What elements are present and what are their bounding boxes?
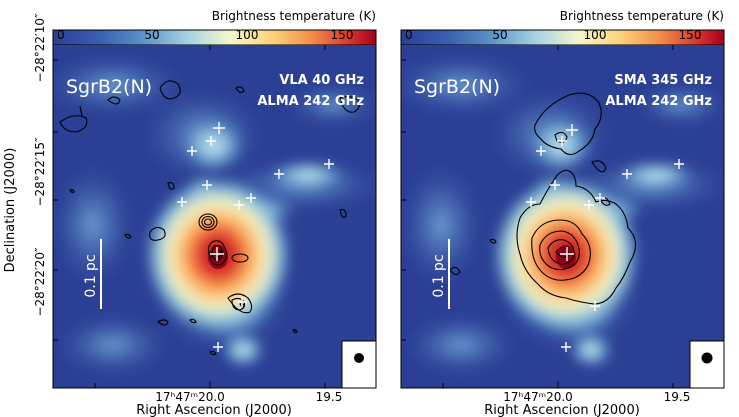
colorbar-label-left: Brightness temperature (K) [212,9,376,23]
scale-label-right: 0.1 pc [431,254,447,297]
colorbar-tick-right-1: 50 [492,28,507,42]
colorbar-tick-left-0: 0 [57,28,65,42]
obs-line1-left: VLA 40 GHz [279,73,364,88]
x-axis-label-left: Right Ascencion (J2000) [136,403,292,417]
tick-marks-right [401,45,674,388]
x-axis-label-right: Right Ascencion (J2000) [484,403,640,417]
source-label-right: SgrB2(N) [414,76,500,98]
colorbar-tick-right-3: 150 [679,28,702,42]
obs-line2-left: ALMA 242 GHz [257,94,364,109]
obs-line2-right: ALMA 242 GHz [605,94,712,109]
colorbar-label-right: Brightness temperature (K) [560,9,724,23]
scale-label-left: 0.1 pc [83,254,99,297]
source-markers-left [177,122,334,352]
colorbar-right [400,29,725,46]
colorbar-tick-right-0: 0 [405,28,413,42]
x-tick-main-left: 17ʰ47ᵐ20.0 [155,390,225,404]
colorbar-tick-right-2: 100 [584,28,607,42]
x-tick-right-right: 19.5 [664,390,691,404]
y-tick-label-2: −28°22′20″ [33,247,47,317]
left-panel [52,7,377,389]
y-tick-label-1: −28°22′15″ [33,137,47,207]
beam-box-left [341,340,377,389]
source-label-left: SgrB2(N) [66,76,152,98]
obs-line1-right: SMA 345 GHz [614,73,712,88]
colorbar-tick-left-3: 150 [331,28,354,42]
colorbar-left [52,29,377,46]
x-tick-right-left: 19.5 [316,390,343,404]
contours-right [449,92,637,305]
colorbar-tick-left-1: 50 [144,28,159,42]
x-tick-main-right: 17ʰ47ᵐ20.0 [503,390,573,404]
right-panel [400,29,725,389]
source-markers-right [526,124,684,352]
y-axis-label: Declination (J2000) [3,148,18,273]
beam-icon-right [701,352,713,364]
beam-box-right [689,340,725,389]
contours-left [59,80,360,356]
colorbar-tick-left-2: 100 [236,28,259,42]
tick-marks-left [53,45,326,388]
y-tick-label-0: −28°22′10″ [33,13,47,83]
beam-icon-left [354,353,364,363]
